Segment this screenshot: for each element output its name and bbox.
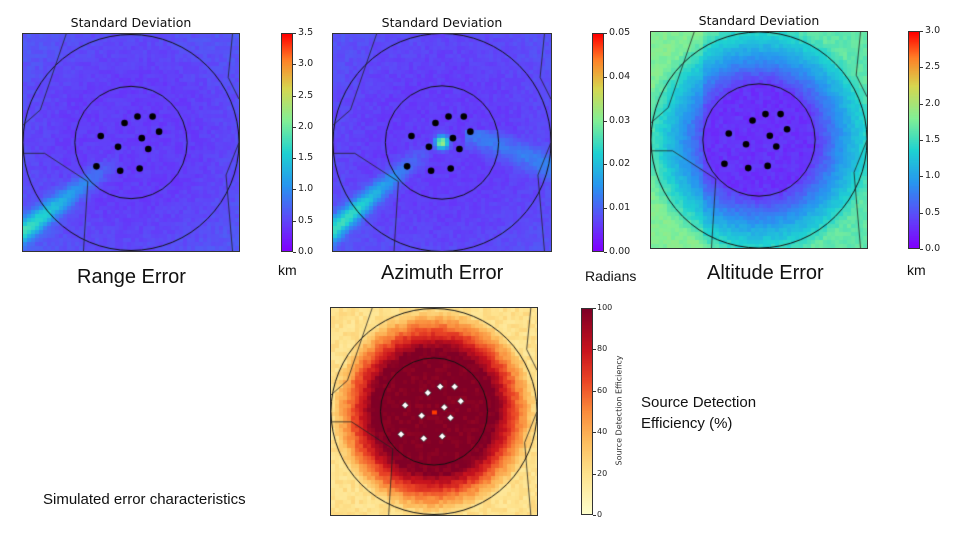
altitude-heatmap — [650, 31, 868, 249]
colorbar-tick-label: 20 — [597, 468, 608, 478]
colorbar-tick-mark — [920, 103, 923, 105]
colorbar-tick-label: 0.05 — [609, 27, 631, 38]
azimuth-colorbar — [592, 33, 604, 252]
figure-caption: Simulated error characteristics — [43, 491, 246, 508]
colorbar-tick-label: 100 — [597, 303, 613, 312]
range-heatmap — [22, 33, 240, 252]
colorbar-tick-mark — [293, 126, 296, 128]
range-error-label: Range Error — [77, 266, 186, 288]
colorbar-tick-label: 0.0 — [298, 246, 314, 257]
detection-heatmap — [330, 307, 538, 516]
range-plot-title: Standard Deviation — [70, 15, 192, 30]
altitude-unit-label: km — [907, 262, 926, 278]
colorbar-tick-mark — [604, 120, 607, 122]
colorbar-tick-label: 0.5 — [925, 206, 941, 218]
detection-colorbar-label: Source Detection Efficiency — [614, 355, 624, 466]
colorbar-tick-mark — [604, 33, 607, 34]
colorbar-tick-label: 0.5 — [298, 214, 314, 226]
colorbar-tick-mark — [920, 67, 923, 69]
detection-efficiency-label: Source Detection Efficiency (%) — [641, 392, 756, 434]
altitude-error-label: Altitude Error — [707, 262, 824, 284]
colorbar-tick-mark — [604, 76, 607, 78]
colorbar-tick-mark — [293, 95, 296, 97]
azimuth-error-label: Azimuth Error — [381, 262, 504, 284]
detection-label-line-1: Source Detection — [641, 394, 757, 411]
colorbar-tick-label: 0.04 — [609, 70, 631, 82]
colorbar-tick-mark — [920, 140, 923, 141]
colorbar-tick-label: 1.0 — [298, 183, 314, 195]
detection-colorbar-ticks: 0 20 40 60 80 100 — [593, 303, 615, 519]
range-unit-label: km — [278, 262, 297, 278]
colorbar-tick-label: 0.00 — [609, 246, 631, 257]
altitude-colorbar-ticks: 0.0 0.5 1.0 1.5 2.0 2.5 3.0 — [920, 25, 958, 254]
colorbar-tick-mark — [293, 64, 296, 66]
colorbar-tick-mark — [293, 33, 296, 34]
colorbar-tick-mark — [593, 432, 596, 434]
azimuth-colorbar-ticks: 0.00 0.01 0.02 0.03 0.04 0.05 — [604, 27, 644, 257]
colorbar-tick-mark — [920, 176, 923, 178]
colorbar-tick-label: 0 — [597, 510, 603, 519]
colorbar-tick-mark — [293, 189, 296, 191]
colorbar-tick-mark — [293, 158, 296, 160]
colorbar-tick-label: 2.5 — [298, 89, 314, 101]
colorbar-tick-mark — [593, 515, 596, 516]
colorbar-tick-mark — [593, 349, 596, 351]
azimuth-plot-title: Standard Deviation — [381, 15, 503, 30]
colorbar-tick-label: 40 — [597, 427, 608, 437]
colorbar-tick-label: 1.5 — [298, 152, 314, 164]
azimuth-unit-label: Radians — [585, 268, 637, 284]
colorbar-tick-mark — [604, 252, 607, 253]
colorbar-tick-label: 0.02 — [609, 158, 631, 170]
range-colorbar — [281, 33, 293, 252]
colorbar-tick-label: 1.5 — [925, 134, 941, 145]
colorbar-tick-label: 0.0 — [925, 243, 941, 254]
colorbar-tick-label: 2.0 — [925, 97, 941, 109]
colorbar-tick-label: 3.5 — [298, 27, 314, 38]
detection-colorbar — [581, 308, 593, 515]
colorbar-tick-mark — [593, 390, 596, 392]
colorbar-tick-label: 60 — [597, 385, 608, 395]
colorbar-tick-mark — [593, 473, 596, 475]
colorbar-tick-label: 3.0 — [298, 58, 314, 70]
colorbar-tick-label: 3.0 — [925, 25, 941, 36]
colorbar-tick-mark — [293, 220, 296, 222]
altitude-colorbar — [908, 31, 920, 249]
colorbar-tick-mark — [593, 308, 596, 309]
colorbar-tick-label: 2.5 — [925, 61, 941, 73]
colorbar-tick-mark — [920, 212, 923, 214]
altitude-plot-title: Standard Deviation — [698, 13, 820, 28]
colorbar-tick-label: 80 — [597, 344, 608, 354]
colorbar-tick-mark — [920, 249, 923, 250]
colorbar-tick-mark — [293, 252, 296, 253]
colorbar-tick-label: 2.0 — [298, 120, 314, 132]
colorbar-tick-mark — [604, 208, 607, 210]
colorbar-tick-mark — [920, 31, 923, 32]
colorbar-tick-mark — [604, 164, 607, 166]
colorbar-tick-label: 1.0 — [925, 170, 941, 182]
colorbar-tick-label: 0.03 — [609, 114, 631, 126]
detection-label-line-2: Efficiency (%) — [641, 415, 733, 432]
colorbar-tick-label: 0.01 — [609, 202, 631, 214]
range-colorbar-ticks: 0.0 0.5 1.0 1.5 2.0 2.5 3.0 3.5 — [293, 27, 333, 257]
azimuth-heatmap — [332, 33, 552, 252]
